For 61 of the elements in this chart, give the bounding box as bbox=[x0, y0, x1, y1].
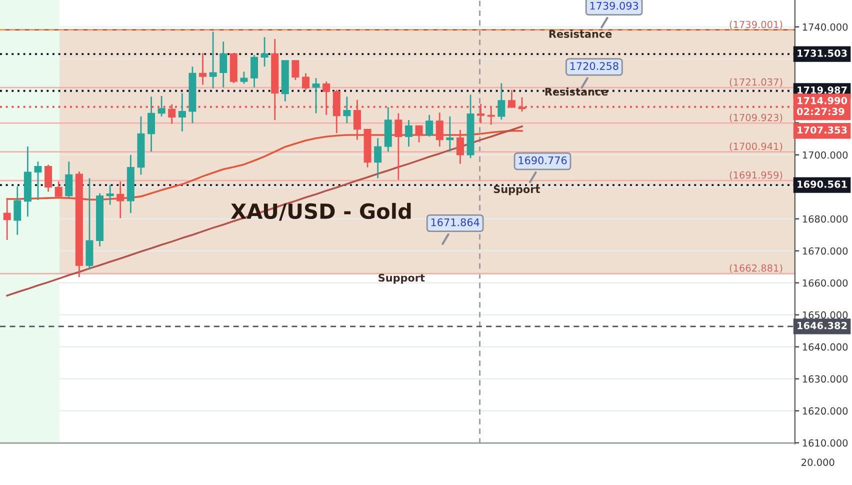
annotation: (1739.001) bbox=[730, 20, 782, 30]
candlestick bbox=[312, 77, 320, 114]
candlestick bbox=[456, 129, 464, 165]
annotation: (1691.959) bbox=[730, 171, 782, 180]
annotation: Resistance bbox=[545, 88, 608, 96]
annotation: Support bbox=[494, 185, 540, 196]
annotation: 1739.093 bbox=[590, 2, 638, 10]
candlestick bbox=[199, 52, 207, 86]
candlestick bbox=[436, 112, 444, 148]
candlestick bbox=[446, 116, 454, 152]
y-tick-label: 1660.000 bbox=[802, 279, 848, 287]
candlestick bbox=[426, 114, 434, 138]
annotation: Resistance bbox=[549, 30, 612, 38]
annotation: (1662.881) bbox=[730, 264, 782, 273]
annotation: (1709.923) bbox=[730, 114, 782, 122]
candlestick bbox=[302, 72, 310, 91]
candlestick bbox=[116, 180, 124, 219]
y-tick-label: 1610.000 bbox=[802, 439, 848, 447]
annotation: 1720.258 bbox=[570, 62, 618, 70]
y-tick-label: 1740.000 bbox=[802, 23, 848, 31]
candlestick bbox=[220, 40, 228, 88]
ref-line-label: 1646.382 bbox=[798, 322, 847, 330]
annotation: 1690.776 bbox=[518, 156, 567, 164]
candlestick bbox=[415, 125, 423, 144]
y-tick-label: 1630.000 bbox=[802, 375, 848, 383]
candlestick bbox=[498, 82, 506, 120]
ref-line-label: 1690.561 bbox=[798, 180, 847, 188]
y-tick-label: 1670.000 bbox=[802, 247, 848, 255]
candlestick bbox=[240, 70, 248, 85]
candlestick bbox=[34, 160, 42, 201]
candlestick bbox=[209, 30, 217, 89]
annotation: (1700.941) bbox=[730, 142, 782, 152]
y-tick-label: 1640.000 bbox=[802, 343, 848, 351]
y-tick-label: 1620.000 bbox=[802, 407, 848, 415]
candlestick bbox=[394, 112, 402, 181]
ref-line-label: 1719.987 bbox=[798, 86, 847, 94]
candlestick bbox=[54, 180, 62, 199]
candlestick bbox=[260, 36, 268, 68]
candlestick bbox=[158, 95, 166, 118]
candlestick bbox=[292, 60, 300, 81]
candlestick bbox=[3, 199, 11, 241]
candlestick bbox=[343, 96, 351, 124]
candlestick bbox=[65, 160, 73, 199]
candlestick bbox=[148, 96, 156, 152]
candlestick bbox=[106, 184, 114, 206]
text: 1707.353 bbox=[798, 126, 847, 134]
annotation: (1721.037) bbox=[730, 78, 782, 87]
candlestick bbox=[250, 54, 258, 88]
annotation: Support bbox=[378, 274, 425, 284]
ref-line-label: 1714.990 02:27:39 bbox=[796, 96, 848, 116]
text: 20.000 bbox=[802, 458, 834, 466]
annotation: 1671.864 bbox=[431, 218, 480, 226]
ref-line-label: 1731.503 bbox=[798, 50, 847, 57]
y-tick-label: 1700.000 bbox=[802, 151, 848, 159]
candlestick bbox=[178, 92, 186, 132]
y-tick-label: 1650.000 bbox=[802, 311, 848, 319]
candlestick bbox=[404, 119, 412, 148]
candlestick bbox=[14, 186, 22, 236]
candlestick bbox=[44, 164, 52, 192]
y-tick-label: 1680.000 bbox=[802, 215, 848, 223]
candlestick bbox=[374, 138, 382, 179]
